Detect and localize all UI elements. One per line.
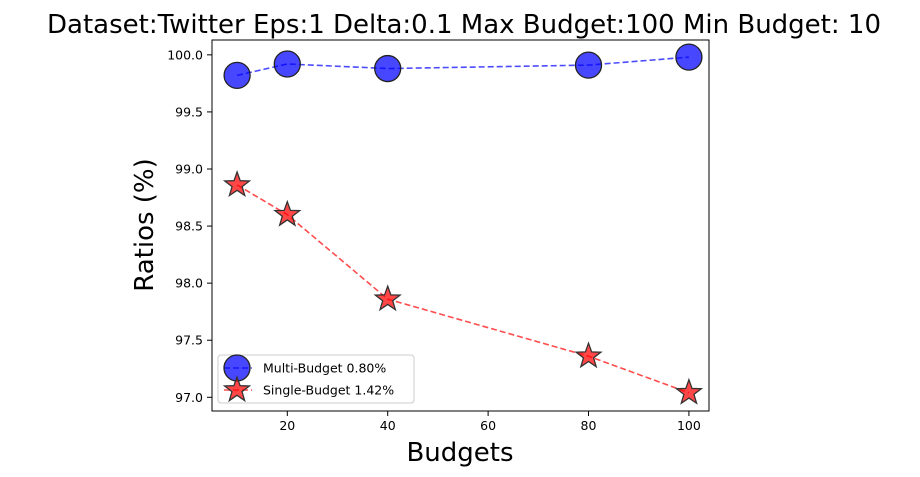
y-tick-label: 99.5 (175, 104, 203, 119)
series-1-point (223, 61, 251, 90)
plot-frame (211, 39, 710, 412)
y-axis: 97.0 97.5 98.0 98.5 99.0 99.5 100.0 (167, 47, 212, 405)
x-axis-label: Budgets (406, 438, 513, 468)
series-2-point (674, 377, 704, 405)
legend-marker-star (222, 375, 252, 403)
y-tick-label: 97.5 (175, 333, 203, 348)
y-tick-label: 99.0 (175, 161, 203, 176)
series-2-point (574, 341, 603, 369)
x-axis: 20 40 60 80 100 (279, 411, 701, 433)
y-axis-label: Ratios (%) (130, 158, 160, 292)
legend-label-1: Multi-Budget 0.80% (263, 361, 386, 376)
x-tick-label: 60 (480, 418, 496, 433)
y-tick-label: 100.0 (167, 47, 203, 62)
chart-title: Dataset:Twitter Eps:1 Delta:0.1 Max Budg… (47, 10, 881, 40)
x-tick-label: 20 (279, 418, 295, 433)
y-tick-label: 98.5 (175, 219, 203, 234)
x-tick-label: 40 (380, 418, 396, 433)
legend: Multi-Budget 0.80% Single-Budget 1.42% (217, 354, 415, 404)
legend-box (217, 354, 415, 404)
x-tick-label: 80 (581, 418, 597, 433)
series-2-point (273, 199, 302, 227)
series-1-point (675, 43, 703, 71)
series-2-point (222, 170, 252, 198)
series-2-point (373, 284, 402, 312)
series-1-point (374, 54, 402, 83)
series-layer (222, 43, 704, 405)
series-1-point (574, 51, 603, 79)
series-1-point (273, 50, 301, 78)
legend-label-2: Single-Budget 1.42% (263, 383, 394, 398)
x-tick-label: 100 (677, 418, 701, 433)
y-tick-label: 98.0 (175, 276, 203, 291)
y-tick-label: 97.0 (175, 390, 203, 405)
